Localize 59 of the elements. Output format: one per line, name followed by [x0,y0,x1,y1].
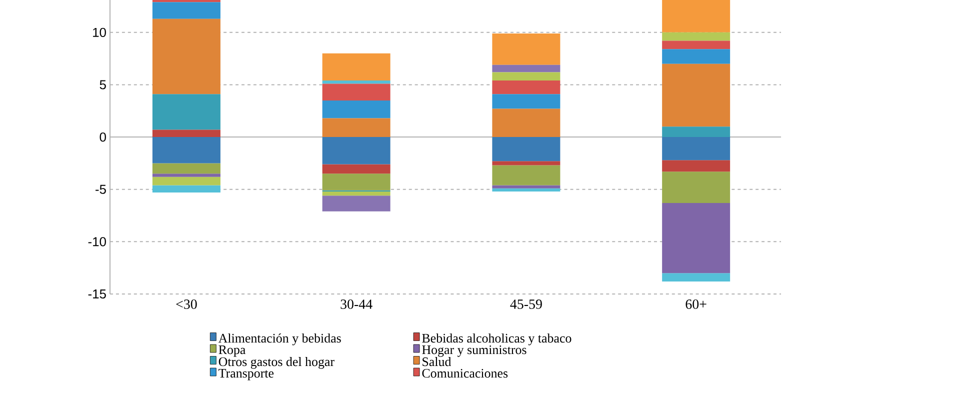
legend-label: Alimentación y bebidas [218,333,341,346]
bar [322,196,390,212]
bar [492,108,560,138]
legend-label: Salud [422,357,452,366]
bar [662,49,730,64]
x-tick-label: 60+ [686,300,706,309]
bar [662,40,730,50]
legend-label: Hogar y suministros [422,345,526,357]
bar [322,174,390,190]
legend-label: Otros gastos del hogar [218,357,334,369]
bar [662,32,730,41]
bar [492,80,560,94]
bar [492,33,560,65]
bar [662,160,730,172]
bar [322,100,390,118]
bar [492,137,560,162]
x-tick-label: 30-44 [340,300,372,309]
bar [492,64,560,72]
legend-label: Transporte [218,369,274,380]
bar [152,2,220,19]
bar [152,18,220,94]
bar [322,80,390,84]
bar [322,137,390,164]
bar [322,53,390,81]
bar [662,273,730,282]
y-tick-label: -5 [96,184,106,194]
y-tick-label: 0 [100,132,106,142]
bar [662,202,730,274]
bar [152,163,220,174]
bar [152,174,220,177]
bar [152,176,220,186]
bar [322,118,390,138]
bar [492,188,560,192]
bar [662,137,730,160]
bar [152,185,220,193]
bar [492,72,560,81]
bar [492,94,560,109]
y-tick-label: -15 [88,289,106,299]
legend-label: Bebidas alcoholicas y tabaco [422,333,572,346]
bar [662,64,730,127]
x-tick-label: <30 [176,300,197,309]
bar [662,126,730,138]
bar [152,137,220,164]
bar [152,94,220,130]
bar [492,165,560,186]
y-tick-label: -10 [88,237,106,246]
x-tick-label: 45-59 [510,300,542,309]
y-tick-label: 10 [93,28,106,38]
bar [322,191,390,196]
bar [152,130,220,138]
bar [492,161,560,166]
y-tick-label: 5 [100,80,106,90]
legend-label: Ropa [218,345,246,357]
legend-label: Comunicaciones [422,368,508,378]
bar [492,185,560,188]
bar [662,172,730,203]
bar [662,0,730,32]
bar [322,84,390,100]
bar [322,164,390,174]
